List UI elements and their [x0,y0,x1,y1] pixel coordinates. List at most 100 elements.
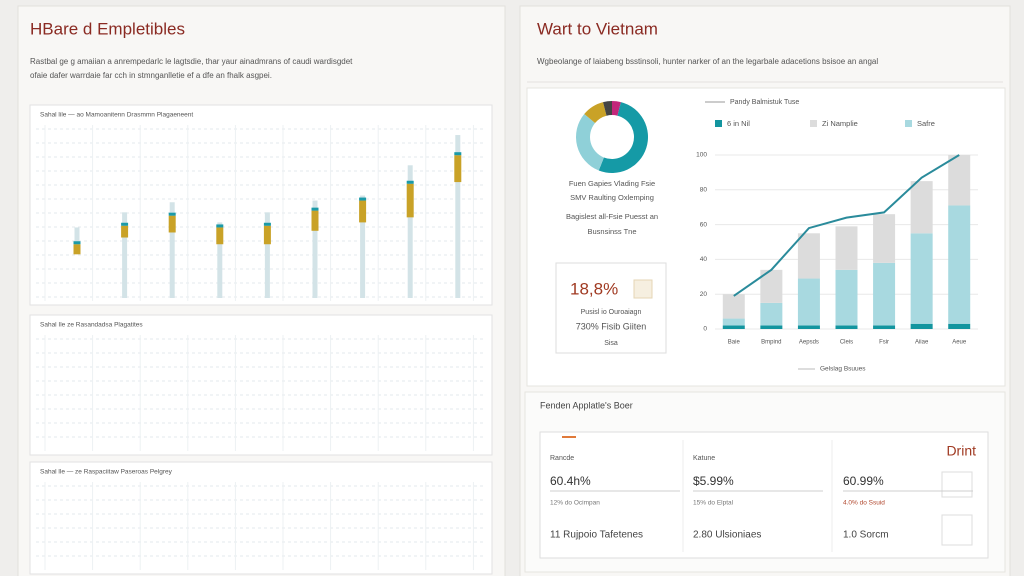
column-value: 60.4h% [550,474,591,488]
right-title: Wart to Vietnam [537,19,658,38]
chart-label: Sahal lile — ao Mamoanitenn Drasmmn Plag… [40,112,193,119]
x-axis-title: Gelslag Bsuues [820,366,866,373]
y-tick-label: 60 [700,221,708,228]
range-cap [168,212,176,216]
x-tick-label: Aeue [952,340,967,346]
legend-swatch [810,120,817,127]
bar-segment [722,318,745,326]
donut-caption: Bagislest all-Fsie Puesst an [566,212,658,221]
bar-segment [873,325,896,329]
left-title: HBare d Empletibles [30,19,185,38]
range-cap [454,152,462,156]
x-tick-label: Baie [728,340,741,346]
range-cap [263,222,271,226]
donut-caption: SMV Raulting Oxlemping [570,193,654,202]
x-tick-label: Aepsds [799,340,819,346]
bar-segment [722,325,745,329]
range-cap [73,241,81,245]
range-cap [121,222,129,226]
column-footer: 2.80 Ulsioniaes [693,530,761,541]
chart-label: Sahal Ile ze Rasandadsa Plagatites [40,322,143,329]
range-stem [312,200,318,298]
bar-segment [797,233,820,279]
bar-segment [948,205,971,324]
column-head: Rancde [550,455,574,462]
range-stem [74,227,80,250]
donut-caption: Fuen Gapies Vlading Fsie [569,179,655,188]
legend-label: Pandy Balmistuk Tuse [730,99,799,106]
bar-segment [722,294,745,319]
range-box [121,225,129,238]
x-tick-label: Aiiae [915,340,929,346]
column-note: 4.0% do Ssuid [843,500,885,507]
bar-segment [948,323,971,329]
bar-segment [760,302,783,326]
bar-segment [910,233,933,324]
donut-caption: Busnsinss Tne [587,227,636,236]
stat-line: Pusisl io Ouroaiagn [581,309,642,316]
action-button[interactable]: Drint [946,443,976,459]
range-box [311,210,319,231]
legend-swatch [715,120,722,127]
bar-segment [760,325,783,329]
bar-segment [835,325,858,329]
range-stem [360,195,366,298]
y-tick-label: 40 [700,256,708,263]
chart-label: Sahal lle — ze Raspaciitaw Paseroas Pelg… [40,469,173,476]
stat-line: 730% Fisib Giiten [576,321,647,331]
right-subtitle: Wgbeolange of laiabeng bsstinsoli, hunte… [537,57,878,66]
range-stem [455,135,461,298]
description-line: ofaie dafer warrdaie far cch in stmnganl… [30,71,272,80]
legend-label: Zi Namplie [822,119,858,128]
donut-slice [584,102,607,123]
y-tick-label: 0 [703,326,707,333]
legend-label: Safre [917,119,935,128]
column-note: 15% do Elptal [693,500,734,507]
y-tick-label: 80 [700,187,708,194]
donut-slice [576,114,604,171]
bar-segment [873,262,896,326]
range-cap [406,180,414,184]
chart-box [29,104,493,306]
donut-slice [598,102,649,174]
bar-segment [835,226,858,270]
range-stem [264,212,270,298]
chart-box [29,461,493,575]
donut-slice [612,101,621,116]
stat-card [555,262,667,354]
bar-segment [910,181,933,234]
legend-swatch [905,120,912,127]
range-box [454,155,462,183]
column-head: Katune [693,455,715,462]
bar-segment [873,214,896,263]
range-stem [169,202,175,298]
range-stem [217,222,223,298]
icon[interactable] [941,514,973,546]
bar-segment [797,278,820,326]
donut-slice [603,101,612,116]
stat-line: Sisa [604,340,618,347]
column-footer: 1.0 Sorcm [843,530,889,541]
range-cap [216,224,224,228]
chart-box [29,314,493,456]
x-tick-label: Fsir [879,340,889,346]
bar-segment [910,323,933,329]
column-note: 12% do Ocimpan [550,500,600,507]
bar-segment [835,269,858,326]
y-tick-label: 20 [700,291,708,298]
bar-segment [797,325,820,329]
range-box [359,200,367,223]
description-line: Rastbal ge g amaiian a anrempedarlc le l… [30,57,353,66]
column-value: $5.99% [693,474,734,488]
column-value: 60.99% [843,474,884,488]
legend-label: 6 in Nil [727,119,750,128]
range-box [406,183,414,218]
range-box [168,215,176,233]
bar-segment [948,155,971,206]
y-tick-label: 100 [696,152,707,159]
x-tick-label: Cleis [840,340,853,346]
icon[interactable] [941,471,973,498]
icon [633,279,653,299]
line-series [733,154,960,297]
